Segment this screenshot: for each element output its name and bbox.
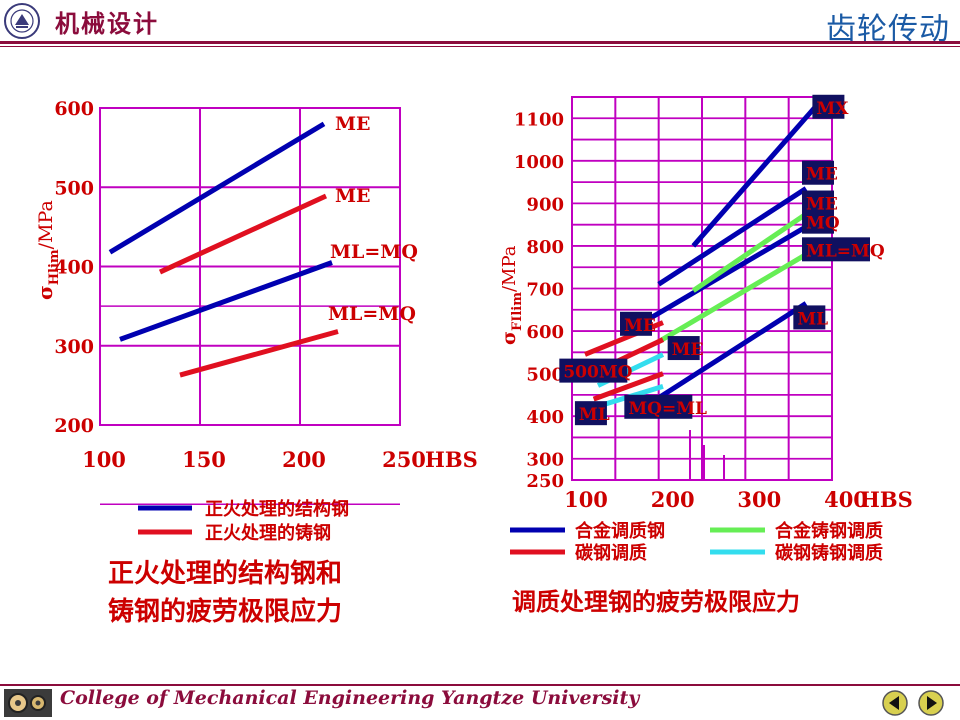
y-tick-label: 800 (526, 237, 564, 258)
y-tick-label: 900 (526, 194, 564, 215)
series-line (108, 121, 326, 255)
series-label-box (574, 401, 607, 426)
x-tick-label: 400 (824, 487, 868, 512)
y-tick-label: 400 (54, 257, 94, 279)
y-tick-label: 300 (54, 336, 94, 358)
header-divider (0, 41, 960, 44)
series-label: ME (335, 185, 371, 207)
series-label-box (667, 336, 700, 361)
triangle-right-icon[interactable] (916, 689, 946, 717)
series-label-box (620, 311, 652, 336)
series-label: ML=MQ (330, 241, 418, 263)
series-label-box (802, 209, 834, 234)
series-label: MX (816, 99, 849, 119)
slide-header: 机械设计 齿轮传动 (0, 0, 960, 47)
footer-divider (0, 684, 960, 686)
x-tick-label: 100 (82, 447, 126, 472)
series-label: ML (579, 405, 610, 425)
y-tick-label: 1000 (514, 152, 564, 173)
header-divider-thin (0, 46, 960, 47)
x-tick-label: 300 (737, 487, 781, 512)
gears-icon (4, 689, 52, 717)
series-line (158, 193, 328, 275)
y-tick-label: 500 (526, 365, 564, 386)
series-line (179, 329, 339, 378)
legend-label: 碳钢调质 (575, 542, 647, 564)
series-label: ME (806, 165, 838, 185)
y-axis-label: σFIlim/MPa (498, 245, 525, 345)
footer-text: College of Mechanical Engineering Yangtz… (60, 687, 640, 709)
series-label: ME (672, 340, 704, 360)
x-tick-label: 250 (382, 447, 426, 472)
series-label-box (793, 305, 826, 330)
series-label: 500MQ (563, 363, 632, 383)
series-label-box (802, 160, 834, 185)
chart-normalized-steel: 200 300 400 500 600 100 150 200 250 HBS σHlim/MPa M… (33, 98, 478, 627)
y-tick-label: 400 (526, 407, 564, 428)
chart-caption: 铸钢的疲劳极限应力 (108, 596, 342, 627)
legend-label: 碳钢铸钢调质 (775, 542, 883, 564)
series-label: ML=MQ (328, 303, 416, 325)
x-tick-label: 200 (651, 487, 695, 512)
x-unit-label: HBS (425, 447, 478, 472)
legend-label: 正火处理的结构钢 (205, 498, 349, 520)
x-unit-label: HBS (860, 487, 913, 512)
y-tick-label: 700 (526, 280, 564, 301)
triangle-left-icon[interactable] (880, 689, 910, 717)
x-tick-label: 200 (282, 447, 326, 472)
series-label-box (812, 94, 845, 119)
series-line (657, 186, 808, 287)
series-label: ME (806, 195, 838, 215)
slide-footer: College of Mechanical Engineering Yangtz… (0, 684, 960, 720)
series-line (691, 211, 808, 293)
series-label-box (802, 237, 870, 262)
chart-caption: 正火处理的结构钢和 (108, 558, 342, 589)
series-label: ME (335, 113, 371, 135)
legend-label: 合金调质钢 (575, 520, 665, 542)
y-tick-label: 200 (54, 415, 94, 437)
y-tick-label: 1100 (514, 109, 564, 130)
series-label: MQ=ML (628, 399, 707, 419)
series-label: ME (624, 316, 656, 336)
series-label: ML=MQ (806, 241, 885, 261)
y-axis-label: σHlim/MPa (33, 200, 62, 300)
chart-caption: 调质处理钢的疲劳极限应力 (512, 588, 800, 616)
series-line (691, 105, 817, 248)
legend-label: 合金铸钢调质 (775, 520, 883, 542)
y-tick-label: 500 (54, 177, 94, 199)
series-label: MQ (806, 214, 840, 234)
series-label-box (624, 394, 693, 419)
series-line (648, 224, 808, 321)
y-tick-label: 300 (526, 450, 564, 471)
series-line (592, 371, 664, 402)
university-seal-icon (4, 3, 40, 39)
y-tick-label: 600 (526, 322, 564, 343)
series-line (648, 301, 808, 406)
x-tick-label: 150 (182, 447, 226, 472)
series-label: ML (797, 309, 828, 329)
course-title: 机械设计 (55, 10, 159, 38)
series-line (119, 260, 333, 342)
y-tick-label: 600 (54, 98, 94, 120)
legend-label: 正火处理的铸钢 (205, 522, 331, 544)
series-line (657, 252, 808, 344)
x-tick-label: 100 (564, 487, 608, 512)
series-label-box (559, 358, 628, 383)
y-tick-label: 250 (526, 471, 564, 492)
